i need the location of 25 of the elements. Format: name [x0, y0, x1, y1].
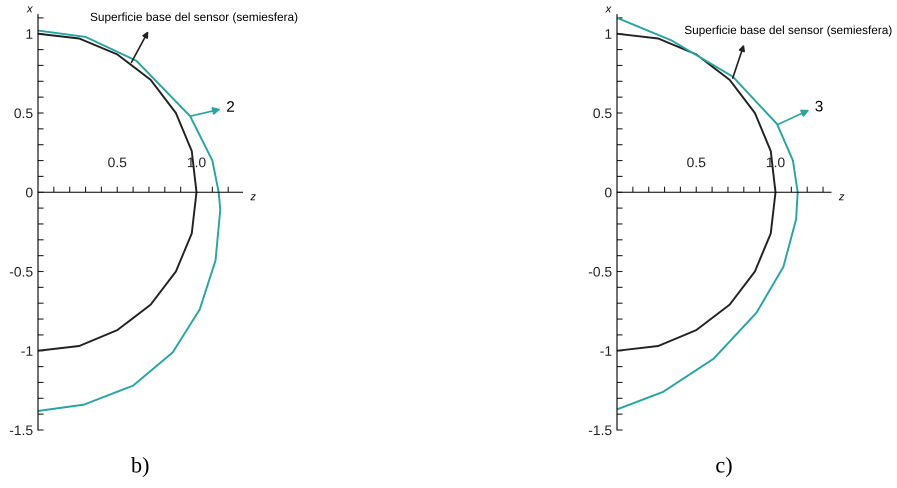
line-series [38, 30, 222, 412]
annotation: 2 [227, 101, 234, 112]
y-tick-label: -1 [600, 346, 612, 356]
x-axis-title: z [838, 194, 844, 200]
text: b) [130, 456, 149, 478]
y-tick-label: 1 [605, 29, 612, 39]
y-tick-label: -1.5 [10, 425, 33, 436]
annotation: Superficie base del sensor (semiesfera) [90, 12, 298, 24]
y-tick-label: 0.5 [593, 108, 612, 118]
y-tick-label: -0.5 [10, 266, 33, 277]
x-tick-label: 0.5 [687, 157, 706, 168]
y-tick-label: -1.5 [588, 425, 612, 436]
annotation: 3 [815, 100, 823, 112]
y-tick-label: 0 [26, 188, 33, 198]
annotation: Superficie base del sensor (semiesfera) [684, 25, 892, 36]
y-tick-label: 0 [604, 188, 612, 198]
y-tick-label: 0.5 [14, 108, 33, 118]
text: c) [716, 456, 732, 478]
y-tick-label: -1 [21, 346, 32, 356]
x-tick-label: 0.5 [108, 157, 126, 168]
y-tick-label: 1 [26, 29, 32, 39]
y-axis-title: x [605, 6, 612, 12]
y-axis-title: x [26, 6, 33, 12]
x-axis-title: z [250, 194, 256, 200]
y-tick-label: -0.5 [588, 266, 612, 277]
